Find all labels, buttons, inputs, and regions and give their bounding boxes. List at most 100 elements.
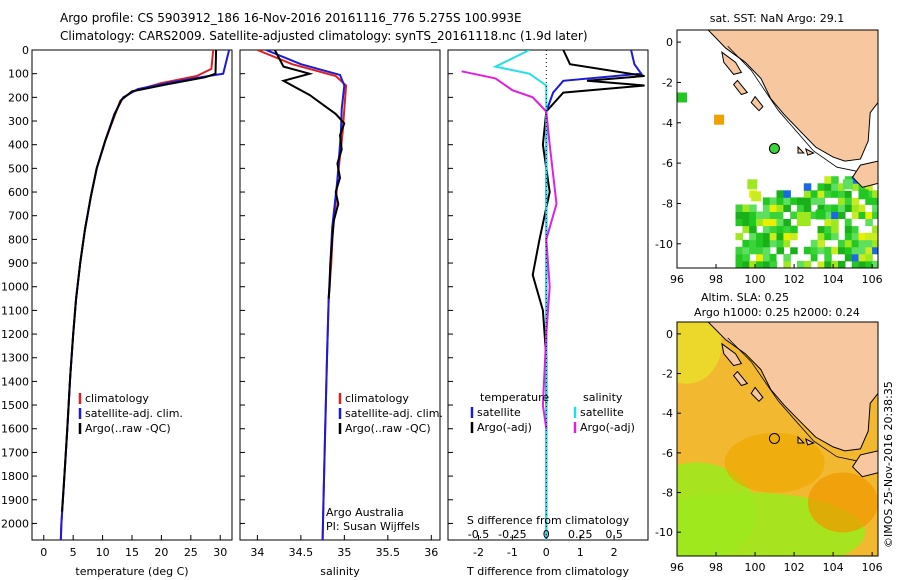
sst-cell [831, 211, 839, 219]
x-tick-label: 25 [184, 546, 198, 559]
sst-cell [776, 225, 784, 234]
s-tick-label: 0.25 [568, 528, 593, 541]
sst-cell [783, 232, 791, 241]
sst-cell [742, 253, 750, 262]
sst-cell [776, 218, 784, 227]
lon-tick-label: 106 [862, 273, 883, 286]
lat-tick-label: -4 [662, 407, 673, 420]
sst-cell [762, 211, 771, 219]
annotation-line: Argo Australia [326, 506, 404, 519]
sst-cell [803, 246, 812, 255]
series-line-satellite [545, 50, 644, 540]
sst-cell [776, 232, 784, 241]
series-line-argo [273, 50, 346, 299]
sst-cell [838, 204, 846, 212]
lon-tick-label: 106 [862, 561, 883, 574]
sst-cell [810, 197, 819, 205]
depth-tick-label: 1700 [1, 446, 29, 459]
depth-tick-label: 0 [22, 44, 29, 57]
sst-cell [803, 197, 812, 205]
difference-xlabel-top: S difference from climatology [467, 514, 630, 527]
sst-cell [824, 225, 832, 234]
sst-cell [756, 260, 764, 268]
sst-cell [865, 232, 873, 241]
sst-cell [790, 211, 798, 219]
sst-cell [851, 225, 860, 234]
salinity-frame [239, 49, 441, 541]
land-island [797, 145, 805, 154]
sst-cell [762, 197, 771, 205]
sst-cell [803, 183, 812, 191]
legend-label: Argo(..raw -QC) [345, 422, 431, 435]
sst-cell [810, 190, 819, 198]
sst-cell [762, 246, 771, 255]
x-tick-label: 35 [337, 546, 351, 559]
sst-cell [851, 260, 860, 268]
depth-tick-label: 300 [8, 115, 29, 128]
sst-cell [735, 211, 743, 219]
sst-cell [769, 253, 778, 262]
land-island [804, 148, 815, 156]
sst-cell [844, 218, 853, 227]
sst-cell [769, 232, 778, 241]
sst-cell [735, 260, 743, 268]
sst-cell [872, 239, 878, 248]
temperature-panel: 0100200300400500600700800900100011001200… [1, 44, 233, 578]
sst-cell [872, 225, 878, 234]
x-tick-label: 5 [70, 546, 77, 559]
x-tick-label: 34.5 [289, 546, 314, 559]
sst-cell [831, 190, 839, 198]
sst-cell [831, 225, 839, 234]
sst-cell [831, 232, 839, 241]
depth-tick-label: 400 [8, 139, 29, 152]
sst-cell [824, 183, 832, 191]
header-line-2: Climatology: CARS2009. Satellite-adjuste… [60, 29, 588, 43]
sst-cell [749, 211, 757, 219]
legend-label: Argo(..raw -QC) [85, 422, 171, 435]
sst-cell [824, 232, 832, 241]
sst-cell [803, 225, 812, 234]
sst-cell [831, 260, 839, 268]
sst-cell [824, 218, 832, 227]
x-tick-label: -1 [507, 546, 518, 559]
sst-cell [872, 260, 878, 268]
sst-cell [824, 253, 832, 262]
sst-cell [824, 190, 832, 198]
sst-cell [865, 218, 873, 227]
sst-cell [817, 218, 825, 227]
sst-cell [735, 246, 743, 255]
depth-tick-label: 200 [8, 91, 29, 104]
profile-location-marker [768, 142, 780, 154]
sst-cell [762, 239, 771, 248]
sst-cell [810, 218, 819, 227]
sst-cell [783, 204, 791, 212]
land-island [721, 342, 743, 367]
sst-cell [851, 239, 860, 248]
lon-tick-label: 96 [670, 273, 684, 286]
sst-cell [817, 225, 825, 234]
sst-cell [865, 197, 873, 205]
sst-cell [749, 260, 757, 268]
sst-cell [831, 176, 839, 184]
depth-tick-label: 900 [8, 257, 29, 270]
sst-cell [797, 204, 805, 212]
sst-cell [803, 211, 812, 219]
sst-cell [749, 218, 757, 227]
depth-tick-label: 600 [8, 186, 29, 199]
sst-cell [838, 246, 846, 255]
sst-cell [824, 176, 832, 184]
sst-cell [872, 211, 878, 219]
sst-cell [872, 197, 878, 205]
sst-cell [865, 239, 873, 248]
shelf-contour [727, 45, 857, 172]
s-tick-label: -0.5 [468, 528, 489, 541]
lon-tick-label: 98 [709, 273, 723, 286]
sla-map-frame [676, 321, 879, 557]
sst-cell [742, 239, 750, 248]
temperature-series-group [59, 50, 231, 540]
sst-cell [756, 246, 764, 255]
differences-series-group [461, 50, 645, 540]
sst-cell [756, 211, 764, 219]
sst-cell [817, 239, 825, 248]
